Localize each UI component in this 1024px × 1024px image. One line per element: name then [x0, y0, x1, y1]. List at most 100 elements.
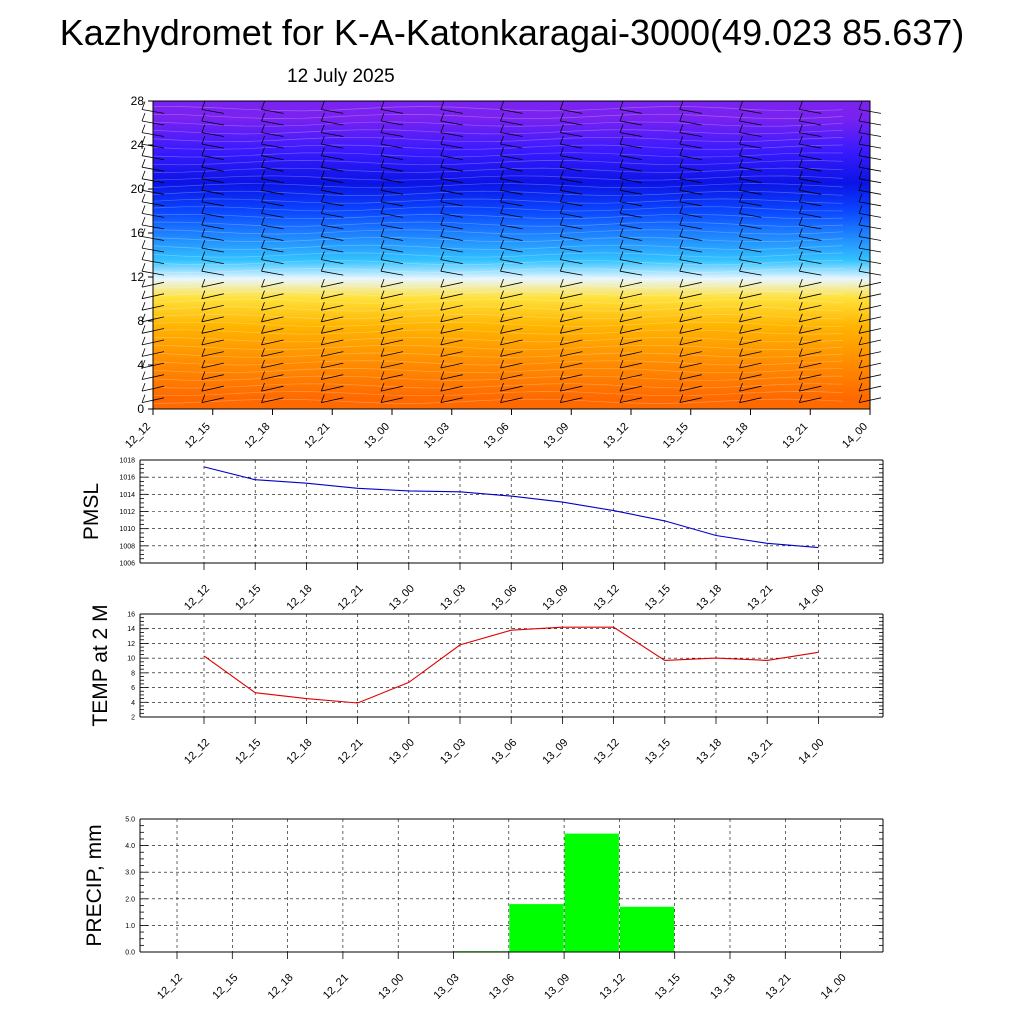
y-tick-label: 1010 [119, 526, 135, 533]
wind-barb-flag [201, 336, 206, 346]
wind-barb-flag [679, 228, 684, 237]
wind-barb-flag [619, 159, 624, 168]
wind-barb-flag [858, 325, 863, 334]
wind-barb [560, 120, 583, 126]
wind-barb-flag [559, 313, 564, 322]
wind-barb-flag [261, 336, 265, 346]
wind-barb-flag [261, 135, 265, 145]
wind-barb [380, 328, 404, 334]
wind-barb-flag [201, 313, 206, 322]
wind-barb [201, 351, 224, 357]
wind-barb-flag [739, 124, 743, 133]
wind-barb-flag [559, 336, 564, 346]
wind-barb-flag [380, 278, 385, 288]
wind-barb-flag [201, 112, 206, 122]
contour-line [152, 337, 844, 343]
wind-barb-flag [739, 394, 743, 403]
wind-barb-flag [320, 101, 325, 110]
wind-barb-flag [858, 182, 863, 191]
contour-line [152, 244, 844, 250]
wind-barb-flag [798, 302, 803, 311]
wind-barb-flag [141, 371, 146, 380]
x-tick-label: 13_12 [592, 583, 622, 613]
wind-barb [261, 120, 284, 126]
wind-barb [380, 316, 404, 323]
wind-barb-flag [679, 170, 684, 179]
wind-barb-flag [440, 382, 445, 392]
wind-barb [500, 374, 523, 380]
wind-barb [739, 362, 762, 369]
wind-barb-flag [679, 112, 684, 122]
wind-barb-flag [798, 359, 803, 369]
wind-barb-flag [500, 348, 504, 357]
wind-barb-flag [739, 205, 743, 214]
wind-barb [380, 189, 404, 195]
wind-barb [560, 247, 583, 253]
wind-barb-flag [619, 182, 624, 191]
wind-barb-flag [320, 159, 325, 168]
wind-barb-flag [440, 170, 445, 179]
wind-barb-flag [559, 263, 564, 272]
wind-barb-flag [858, 228, 863, 237]
wind-barb [201, 247, 224, 253]
wind-barb [739, 201, 762, 207]
wind-barb-flag [440, 290, 445, 299]
wind-barb [739, 166, 762, 172]
wind-barb-flag [739, 216, 743, 226]
wind-barb-flag [380, 325, 385, 334]
wind-barb [321, 270, 344, 276]
wind-barb [560, 293, 583, 300]
wind-barb-flag [619, 147, 624, 156]
wind-barb-flag [261, 325, 265, 334]
x-tick-label: 13_03 [422, 421, 452, 451]
wind-barb [799, 189, 822, 195]
wind-barb-flag [798, 336, 803, 346]
x-tick-label: 13_06 [487, 972, 517, 1002]
wind-barb-flag [201, 371, 206, 380]
wind-barb [321, 155, 344, 160]
wind-barb-flag [141, 205, 146, 214]
x-tick-label: 13_15 [643, 737, 673, 767]
y-tick-label: 6 [131, 685, 135, 692]
wind-barb-flag [559, 182, 564, 191]
wind-barb [500, 351, 523, 357]
wind-barb-flag [380, 228, 385, 237]
wind-barb [560, 259, 583, 264]
wind-barb [321, 374, 344, 380]
wind-barb-flag [380, 239, 385, 249]
wind-barb-flag [798, 124, 803, 133]
wind-barb-flag [858, 112, 863, 122]
contour-line [152, 283, 844, 289]
wind-barb [321, 328, 344, 334]
wind-barb [799, 259, 822, 264]
wind-barb [380, 351, 404, 357]
wind-barb-flag [739, 193, 743, 203]
wind-barb [679, 328, 702, 334]
wind-barb-flag [261, 302, 265, 311]
wind-barb-flag [320, 394, 325, 403]
wind-barb-flag [500, 278, 504, 288]
wind-barb [560, 281, 583, 288]
wind-barb-flag [141, 216, 146, 226]
wind-barb [321, 293, 344, 300]
contour-line [152, 229, 844, 235]
wind-barb-flag [739, 170, 743, 179]
wind-barb [679, 120, 702, 126]
wind-barb [440, 339, 463, 346]
x-tick-label: 13_15 [661, 421, 691, 451]
wind-barb-flag [201, 205, 206, 214]
wind-barb [440, 316, 463, 323]
wind-barb [739, 155, 762, 160]
wind-barb-flag [440, 101, 445, 110]
wind-barb-flag [739, 263, 743, 272]
wind-barb-flag [320, 216, 325, 226]
wind-barb-flag [320, 147, 325, 156]
x-tick-label: 12_18 [284, 583, 314, 613]
contour-line [152, 113, 844, 119]
contour-line [152, 329, 844, 335]
wind-barb [560, 224, 583, 230]
wind-barb [500, 236, 523, 241]
contour-line [152, 213, 844, 220]
wind-barb [380, 178, 404, 184]
wind-barb [619, 293, 643, 300]
